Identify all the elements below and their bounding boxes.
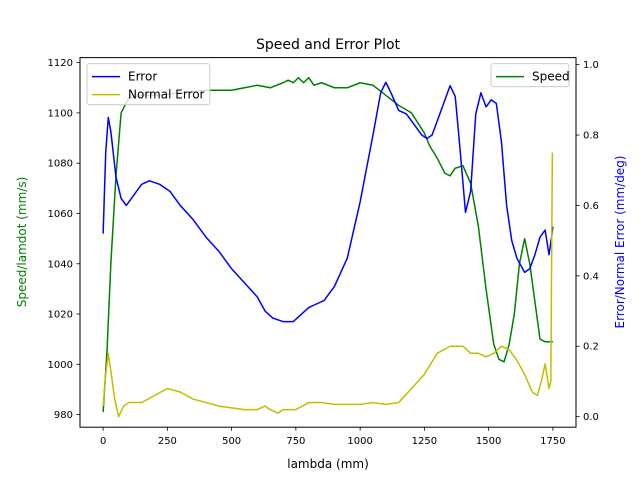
legend-entry-label: Error <box>128 70 157 84</box>
y-left-tick-label: 1120 <box>48 58 73 69</box>
y-left-tick-label: 1040 <box>48 259 73 270</box>
y-axis-label-left: Speed/lamdot (mm/s) <box>15 177 29 308</box>
y-right-tick-label: 0.6 <box>583 201 599 212</box>
x-tick-label: 1500 <box>476 436 501 447</box>
x-tick-label: 500 <box>222 436 241 447</box>
y-left-tick-label: 980 <box>54 410 73 421</box>
y-right-tick-label: 0.2 <box>583 342 599 353</box>
y-left-tick-label: 1100 <box>48 108 73 119</box>
x-tick-label: 1000 <box>347 436 372 447</box>
y-right-tick-label: 1.0 <box>583 60 599 71</box>
x-tick-label: 0 <box>100 436 106 447</box>
x-tick-label: 1250 <box>412 436 437 447</box>
y-axis-label-right: Error/Normal Error (mm/deg) <box>613 156 627 329</box>
x-tick-label: 1750 <box>540 436 565 447</box>
normal-error-series-line <box>102 152 554 418</box>
x-tick-label: 750 <box>286 436 305 447</box>
legend-entry-label: Normal Error <box>128 88 205 102</box>
x-tick-label: 250 <box>158 436 177 447</box>
y-axis-left: 980 1000 1020 1040 1060 1080 1100 1120 <box>48 58 80 421</box>
y-left-tick-label: 1020 <box>48 310 73 321</box>
legend-box <box>490 63 570 88</box>
y-axis-right: 0.0 0.2 0.4 0.6 0.8 1.0 <box>576 60 599 423</box>
y-left-tick-label: 1060 <box>48 209 73 220</box>
error-series-line <box>102 81 554 323</box>
chart-title: Speed and Error Plot <box>256 37 401 53</box>
y-right-tick-label: 0.4 <box>583 271 599 282</box>
legend-right: Speed <box>490 63 570 88</box>
y-left-tick-label: 1000 <box>48 360 73 371</box>
x-axis: 0 250 500 750 1000 1250 1500 1750 <box>100 427 566 447</box>
y-left-tick-label: 1080 <box>48 159 73 170</box>
x-axis-label: lambda (mm) <box>287 457 369 471</box>
plot-frame <box>79 57 577 428</box>
y-right-tick-label: 0.8 <box>583 131 599 142</box>
y-right-tick-label: 0.0 <box>583 412 599 423</box>
legend-left: Error Normal Error <box>86 63 211 106</box>
legend-entry-label: Speed <box>532 70 570 84</box>
